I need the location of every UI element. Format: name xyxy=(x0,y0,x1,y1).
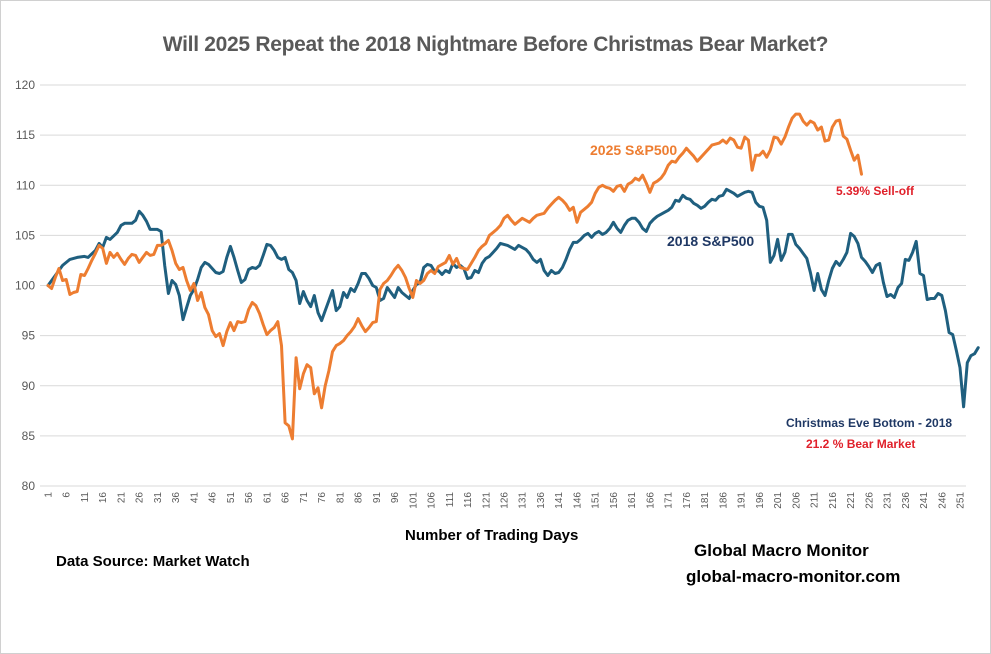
x-tick-label: 156 xyxy=(609,492,620,509)
x-tick-label: 221 xyxy=(846,492,857,509)
x-tick-label: 56 xyxy=(244,492,255,504)
x-tick-label: 111 xyxy=(445,492,456,508)
x-tick-label: 241 xyxy=(919,492,930,509)
x-tick-label: 86 xyxy=(354,492,365,504)
y-tick-label: 105 xyxy=(15,228,35,242)
y-axis-ticks: 80 85 90 95 100 105 110 115 120 xyxy=(15,78,35,493)
x-tick-label: 161 xyxy=(627,492,638,509)
x-tick-label: 146 xyxy=(572,492,583,509)
x-tick-label: 116 xyxy=(463,492,474,508)
brand-name: Global Macro Monitor xyxy=(694,541,869,560)
x-tick-label: 231 xyxy=(883,492,894,509)
data-source: Data Source: Market Watch xyxy=(56,553,250,570)
x-tick-label: 96 xyxy=(390,492,401,504)
x-tick-label: 36 xyxy=(171,492,182,504)
x-tick-label: 41 xyxy=(189,492,200,504)
x-tick-label: 26 xyxy=(135,492,146,504)
y-tick-label: 95 xyxy=(22,329,36,343)
x-tick-label: 71 xyxy=(299,492,310,504)
x-tick-label: 66 xyxy=(281,492,292,504)
x-tick-label: 141 xyxy=(554,492,565,509)
y-tick-label: 100 xyxy=(15,279,35,293)
x-tick-label: 251 xyxy=(956,492,967,509)
x-tick-label: 131 xyxy=(518,492,529,509)
x-tick-label: 81 xyxy=(335,492,346,504)
x-tick-label: 76 xyxy=(317,492,328,504)
series-line-2025-s-p500 xyxy=(46,112,863,441)
x-tick-label: 51 xyxy=(226,492,237,504)
x-tick-label: 1 xyxy=(44,492,55,498)
y-tick-label: 80 xyxy=(22,479,36,493)
x-tick-label: 121 xyxy=(481,492,492,509)
series-line-2018-s-p500 xyxy=(46,187,980,409)
x-tick-label: 46 xyxy=(208,492,219,504)
x-tick-label: 201 xyxy=(773,492,784,509)
x-axis-ticks: 1 6 11 16 21 26 31 36 41 46 51 56 61 66 71 76 81 86 91 96 10… xyxy=(44,492,967,509)
x-tick-label: 6 xyxy=(62,492,73,498)
x-tick-label: 171 xyxy=(664,492,675,509)
series-label-2018: 2018 S&P500 xyxy=(667,233,755,249)
x-tick-label: 181 xyxy=(700,492,711,509)
x-tick-label: 126 xyxy=(500,492,511,509)
brand-url: global-macro-monitor.com xyxy=(686,567,901,586)
x-tick-label: 106 xyxy=(427,492,438,509)
x-tick-label: 136 xyxy=(536,492,547,509)
x-tick-label: 101 xyxy=(408,492,419,509)
annotation-christmas-eve-bottom: Christmas Eve Bottom - 2018 xyxy=(786,416,953,430)
series-lines xyxy=(46,112,980,441)
x-tick-label: 176 xyxy=(682,492,693,509)
x-tick-label: 246 xyxy=(937,492,948,509)
x-tick-label: 11 xyxy=(80,492,91,503)
y-tick-label: 90 xyxy=(22,379,36,393)
y-tick-label: 115 xyxy=(16,128,35,142)
annotation-selloff: 5.39% Sell-off xyxy=(836,184,915,198)
x-tick-label: 211 xyxy=(810,492,821,508)
x-tick-label: 206 xyxy=(791,492,802,509)
x-tick-label: 216 xyxy=(828,492,839,509)
series-label-2025: 2025 S&P500 xyxy=(590,142,678,158)
x-tick-label: 21 xyxy=(116,492,127,504)
annotation-bear-market: 21.2 % Bear Market xyxy=(806,437,916,451)
y-tick-label: 110 xyxy=(16,178,35,192)
y-tick-label: 120 xyxy=(15,78,35,92)
chart-title: Will 2025 Repeat the 2018 Nightmare Befo… xyxy=(162,33,829,56)
y-tick-label: 85 xyxy=(22,429,36,443)
x-tick-label: 91 xyxy=(372,492,383,504)
x-tick-label: 31 xyxy=(153,492,164,504)
x-tick-label: 196 xyxy=(755,492,766,509)
x-tick-label: 61 xyxy=(262,492,273,504)
x-tick-label: 151 xyxy=(591,492,602,509)
x-tick-label: 166 xyxy=(645,492,656,509)
x-tick-label: 226 xyxy=(864,492,875,509)
x-tick-label: 186 xyxy=(718,492,729,509)
x-axis-label: Number of Trading Days xyxy=(405,527,579,544)
x-tick-label: 191 xyxy=(737,492,748,509)
x-tick-label: 16 xyxy=(98,492,109,504)
x-tick-label: 236 xyxy=(901,492,912,509)
